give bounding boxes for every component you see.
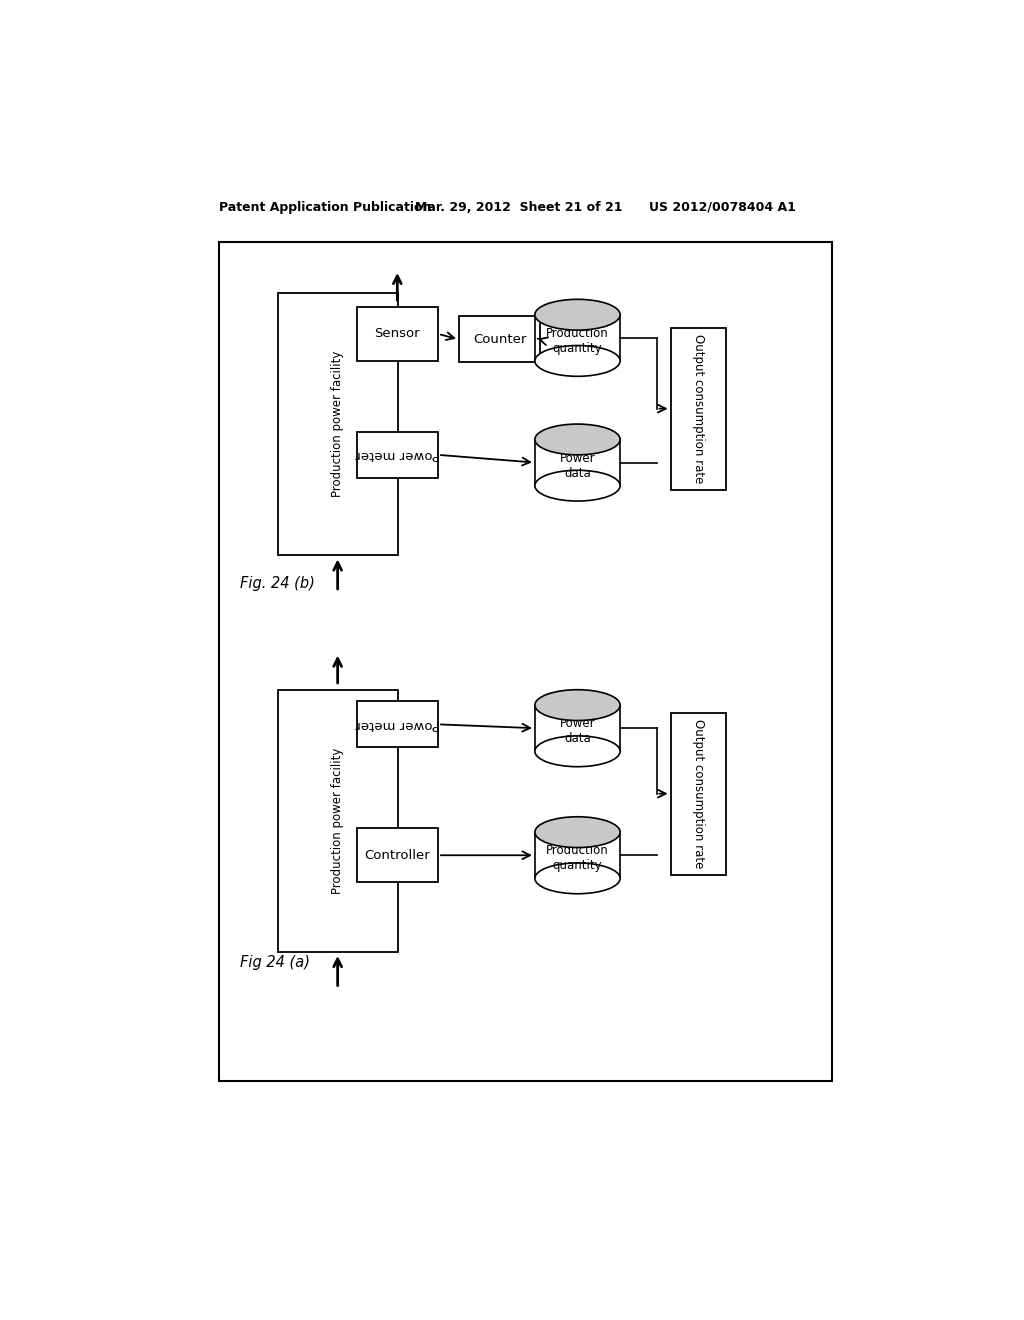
Bar [219,242,831,1081]
Text: Power
data: Power data [560,717,595,746]
Ellipse shape [535,346,621,376]
Text: Sensor: Sensor [375,327,420,341]
Text: Fig. 24 (b): Fig. 24 (b) [241,576,315,591]
Bar [278,293,397,554]
Text: Fig 24 (a): Fig 24 (a) [241,954,310,970]
Bar [671,713,726,875]
Text: Production
quantity: Production quantity [546,845,609,873]
Text: Controller: Controller [365,849,430,862]
Ellipse shape [535,470,621,502]
Bar [356,308,438,360]
Text: Production
quantity: Production quantity [546,327,609,355]
Text: Power meter: Power meter [355,449,439,462]
Bar [356,432,438,478]
Ellipse shape [535,737,621,767]
Text: Counter: Counter [473,333,526,346]
Text: Production power facility: Production power facility [331,747,344,894]
Bar [356,701,438,747]
Ellipse shape [535,300,621,330]
Text: Output consumption rate: Output consumption rate [692,719,705,869]
Bar [278,689,397,952]
Ellipse shape [535,689,621,721]
Text: Power meter: Power meter [355,718,439,731]
Ellipse shape [535,863,621,894]
Text: US 2012/0078404 A1: US 2012/0078404 A1 [649,201,796,214]
Bar [459,317,541,363]
Text: Power
data: Power data [560,451,595,479]
Text: Output consumption rate: Output consumption rate [692,334,705,483]
Bar [356,829,438,882]
Text: Mar. 29, 2012  Sheet 21 of 21: Mar. 29, 2012 Sheet 21 of 21 [415,201,623,214]
Text: Production power facility: Production power facility [331,351,344,498]
Bar [671,327,726,490]
Ellipse shape [535,424,621,455]
Ellipse shape [535,817,621,847]
Text: Patent Application Publication: Patent Application Publication [219,201,432,214]
